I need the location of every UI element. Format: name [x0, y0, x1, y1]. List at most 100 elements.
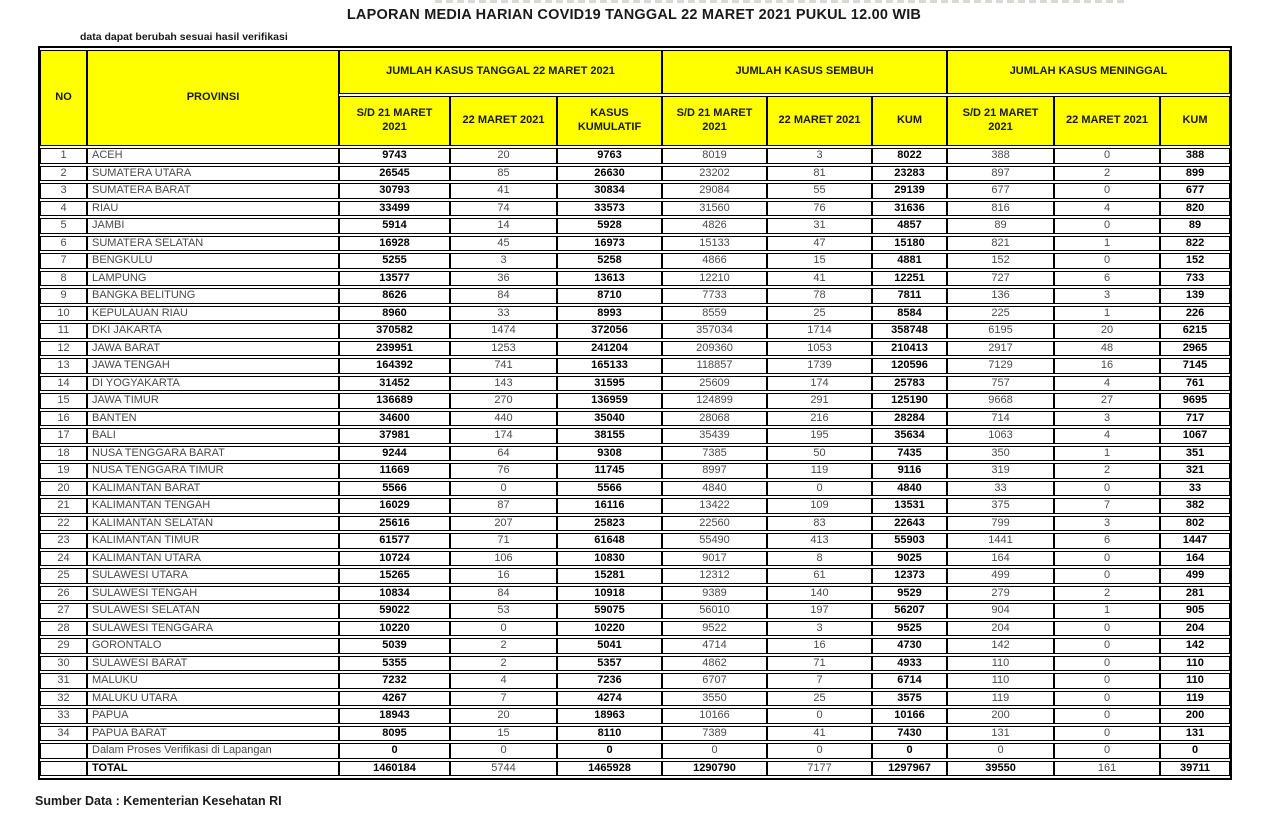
- value-cell: 1714: [767, 323, 872, 339]
- value-cell: 279: [947, 585, 1055, 601]
- value-cell: 4826: [662, 218, 767, 234]
- no-cell: 15: [40, 393, 87, 409]
- total-row: TOTAL 1460184 5744 1465928 1290790 7177 129796…: [40, 760, 1231, 776]
- value-cell: 677: [947, 183, 1055, 199]
- value-cell: 1441: [947, 533, 1055, 549]
- province-cell: GORONTALO: [87, 638, 339, 654]
- no-cell: 13: [40, 358, 87, 374]
- value-cell: 1067: [1160, 428, 1231, 444]
- value-cell: 50: [767, 445, 872, 461]
- value-cell: 0: [450, 620, 557, 636]
- value-cell: 440: [450, 410, 557, 426]
- table-row: 21 KALIMANTAN TENGAH 16029 87 16116 13422 109 1…: [40, 498, 1231, 514]
- table-row: 24 KALIMANTAN UTARA 10724 106 10830 9017 8 9025…: [40, 550, 1231, 566]
- value-cell: 3: [1054, 288, 1161, 304]
- province-cell: SULAWESI TENGGARA: [87, 620, 339, 636]
- value-cell: 370582: [339, 323, 450, 339]
- value-cell: 3575: [872, 690, 948, 706]
- value-cell: 7129: [947, 358, 1055, 374]
- value-cell: 33: [450, 305, 557, 321]
- province-cell: RIAU: [87, 200, 339, 216]
- value-cell: 174: [450, 428, 557, 444]
- value-cell: 28068: [662, 410, 767, 426]
- no-cell: 23: [40, 533, 87, 549]
- value-cell: 0: [1054, 218, 1161, 234]
- value-cell: 136689: [339, 393, 450, 409]
- value-cell: 499: [947, 568, 1055, 584]
- value-cell: 1053: [767, 340, 872, 356]
- value-cell: 209360: [662, 340, 767, 356]
- table-row: 28 SULAWESI TENGGARA 10220 0 10220 9522 3 9525 2…: [40, 620, 1231, 636]
- value-cell: 13613: [557, 270, 662, 286]
- value-cell: 6714: [872, 673, 948, 689]
- table-row: 9 BANGKA BELITUNG 8626 84 8710 7733 78 7811 136 3…: [40, 288, 1231, 304]
- no-cell: 17: [40, 428, 87, 444]
- no-cell: [40, 743, 87, 759]
- value-cell: 25609: [662, 375, 767, 391]
- value-cell: 15: [767, 253, 872, 269]
- value-cell: 1063: [947, 428, 1055, 444]
- value-cell: 4714: [662, 638, 767, 654]
- value-cell: 140: [767, 585, 872, 601]
- value-cell: 2: [1054, 585, 1161, 601]
- group-header-kasus: JUMLAH KASUS TANGGAL 22 MARET 2021: [339, 50, 662, 94]
- value-cell: 197: [767, 603, 872, 619]
- value-cell: 4933: [872, 655, 948, 671]
- value-cell: 136: [947, 288, 1055, 304]
- value-cell: 357034: [662, 323, 767, 339]
- no-cell: 25: [40, 568, 87, 584]
- value-cell: 41: [767, 725, 872, 741]
- value-cell: 9017: [662, 550, 767, 566]
- value-cell: 499: [1160, 568, 1231, 584]
- value-cell: 899: [1160, 165, 1231, 181]
- subcol-kasus-22: 22 MARET 2021: [450, 96, 557, 146]
- value-cell: 4857: [872, 218, 948, 234]
- value-cell: 905: [1160, 603, 1231, 619]
- value-cell: 38155: [557, 428, 662, 444]
- value-cell: 152: [947, 253, 1055, 269]
- value-cell: 28284: [872, 410, 948, 426]
- value-cell: 5566: [339, 480, 450, 496]
- province-cell: DKI JAKARTA: [87, 323, 339, 339]
- table-row: Dalam Proses Verifikasi di Lapangan 0 0 0 0 0…: [40, 743, 1231, 759]
- value-cell: 714: [947, 410, 1055, 426]
- value-cell: 29139: [872, 183, 948, 199]
- province-cell: PAPUA BARAT: [87, 725, 339, 741]
- table-row: 8 LAMPUNG 13577 36 13613 12210 41 12251 727 6 733: [40, 270, 1231, 286]
- province-cell: KALIMANTAN TIMUR: [87, 533, 339, 549]
- value-cell: 4862: [662, 655, 767, 671]
- value-cell: 0: [1054, 725, 1161, 741]
- value-cell: 3: [1054, 410, 1161, 426]
- covid-report-table: NO PROVINSI JUMLAH KASUS TANGGAL 22 MARE…: [38, 46, 1233, 780]
- value-cell: 8022: [872, 148, 948, 164]
- value-cell: 142: [947, 638, 1055, 654]
- value-cell: 16973: [557, 235, 662, 251]
- value-cell: 31595: [557, 375, 662, 391]
- table-row: 16 BANTEN 34600 440 35040 28068 216 28284 714 3 71…: [40, 410, 1231, 426]
- value-cell: 319: [947, 463, 1055, 479]
- value-cell: 25823: [557, 515, 662, 531]
- province-cell: ACEH: [87, 148, 339, 164]
- value-cell: 3550: [662, 690, 767, 706]
- header-group-row: NO PROVINSI JUMLAH KASUS TANGGAL 22 MARE…: [40, 50, 1231, 146]
- value-cell: 204: [1160, 620, 1231, 636]
- value-cell: 12312: [662, 568, 767, 584]
- value-cell: 8993: [557, 305, 662, 321]
- table-row: 6 SUMATERA SELATAN 16928 45 16973 15133 47 1518…: [40, 235, 1231, 251]
- value-cell: 23202: [662, 165, 767, 181]
- value-cell: 136959: [557, 393, 662, 409]
- value-cell: 0: [1054, 638, 1161, 654]
- subcol-kasus-sd: S/D 21 MARET 2021: [339, 96, 450, 146]
- value-cell: 31636: [872, 200, 948, 216]
- no-cell: 1: [40, 148, 87, 164]
- value-cell: 8584: [872, 305, 948, 321]
- table-row: 33 PAPUA 18943 20 18963 10166 0 10166 200 0 200: [40, 708, 1231, 724]
- value-cell: 55903: [872, 533, 948, 549]
- value-cell: 270: [450, 393, 557, 409]
- value-cell: 1: [1054, 305, 1161, 321]
- subcol-meninggal-22: 22 MARET 2021: [1054, 96, 1161, 146]
- value-cell: 1739: [767, 358, 872, 374]
- value-cell: 741: [450, 358, 557, 374]
- value-cell: 8626: [339, 288, 450, 304]
- value-cell: 4730: [872, 638, 948, 654]
